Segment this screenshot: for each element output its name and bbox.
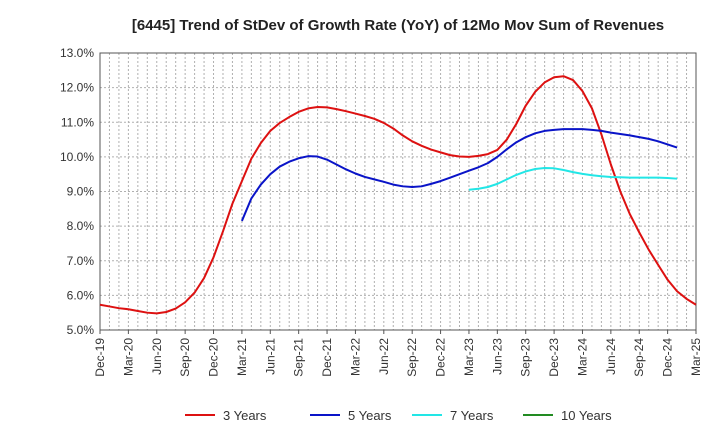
- x-tick-label: Dec-23: [547, 338, 561, 377]
- legend-label-7-years: 7 Years: [450, 408, 494, 423]
- x-tick-label: Dec-22: [434, 338, 448, 377]
- chart-title: [6445] Trend of StDev of Growth Rate (Yo…: [132, 17, 664, 34]
- plot-area: [99, 52, 697, 331]
- y-tick-label: 12.0%: [60, 81, 94, 95]
- x-tick-label: Dec-21: [320, 338, 334, 377]
- legend-label-5-years: 5 Years: [348, 408, 392, 423]
- grid-lines: [99, 52, 697, 331]
- series-line-7-years: [468, 166, 678, 191]
- x-tick-label: Mar-22: [348, 338, 362, 376]
- y-tick-label: 10.0%: [60, 150, 94, 164]
- y-tick-label: 11.0%: [61, 115, 94, 129]
- series-lines: [99, 75, 697, 315]
- x-tick-label: Sep-23: [519, 338, 533, 377]
- x-tick-label: Jun-23: [490, 338, 504, 375]
- y-tick-label: 8.0%: [67, 219, 95, 233]
- legend-label-3-years: 3 Years: [223, 408, 267, 423]
- x-tick-label: Sep-24: [632, 338, 646, 377]
- x-tick-label: Dec-20: [207, 338, 221, 377]
- x-tick-label: Sep-22: [405, 338, 419, 377]
- series-line-3-years: [99, 75, 697, 315]
- x-tick-label: Mar-24: [575, 338, 589, 376]
- x-tick-label: Mar-21: [235, 338, 249, 376]
- series-line-5-years: [240, 128, 678, 222]
- x-tick-label: Mar-25: [689, 338, 703, 376]
- y-tick-label: 13.0%: [60, 46, 94, 60]
- y-tick-label: 9.0%: [67, 185, 95, 199]
- legend-label-10-years: 10 Years: [561, 408, 612, 423]
- y-tick-label: 6.0%: [67, 288, 95, 302]
- x-tick-label: Jun-21: [263, 338, 277, 375]
- x-tick-label: Jun-22: [377, 338, 391, 375]
- x-tick-label: Sep-21: [292, 338, 306, 377]
- x-tick-label: Sep-20: [178, 338, 192, 377]
- y-axis-ticks: 5.0% 6.0% 7.0% 8.0% 9.0% 10.0% 11.0% 12.0% 13.0%: [60, 46, 94, 337]
- x-tick-label: Jun-20: [150, 338, 164, 375]
- x-tick-label: Jun-24: [604, 338, 618, 375]
- x-tick-label: Mar-20: [121, 338, 135, 376]
- x-axis-ticks: Dec-19 Mar-20 Jun-20 Sep-20 Dec-20 Mar-21 Jun-…: [93, 330, 703, 377]
- y-tick-label: 7.0%: [67, 254, 95, 268]
- x-tick-label: Mar-23: [462, 338, 476, 376]
- y-tick-label: 5.0%: [67, 323, 95, 337]
- legend: 3 Years 5 Years 7 Years 10 Years: [185, 408, 612, 423]
- x-tick-label: Dec-24: [661, 338, 675, 377]
- x-tick-label: Dec-19: [93, 338, 107, 377]
